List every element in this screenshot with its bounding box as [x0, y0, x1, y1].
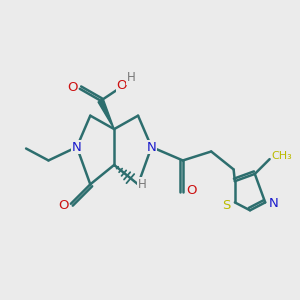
Text: O: O: [186, 184, 196, 197]
Text: S: S: [222, 199, 231, 212]
Text: H: H: [127, 71, 136, 84]
Text: N: N: [147, 140, 156, 154]
Text: O: O: [58, 199, 69, 212]
Polygon shape: [98, 100, 114, 129]
Text: O: O: [67, 81, 78, 94]
Text: N: N: [269, 197, 278, 210]
Text: N: N: [72, 140, 82, 154]
Text: CH₃: CH₃: [272, 151, 292, 161]
Text: H: H: [138, 178, 146, 191]
Text: O: O: [116, 79, 127, 92]
